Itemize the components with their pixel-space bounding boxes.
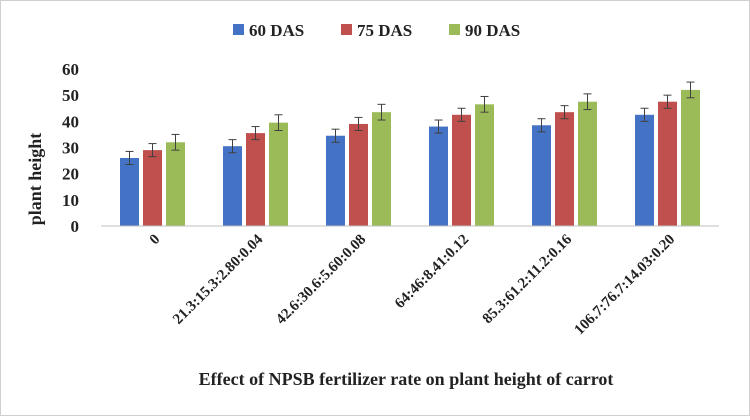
- legend-label: 75 DAS: [357, 21, 412, 40]
- y-tick-label: 50: [62, 86, 79, 105]
- bar: [555, 112, 574, 226]
- bar: [166, 142, 185, 226]
- y-tick-label: 60: [62, 60, 79, 79]
- bar: [635, 114, 654, 226]
- y-tick-label: 40: [62, 112, 79, 131]
- x-tick-label: 64:46:8.41:0.12: [392, 232, 472, 312]
- y-tick-label: 10: [62, 191, 79, 210]
- bar: [246, 133, 265, 226]
- legend-swatch: [341, 24, 352, 35]
- legend-swatch: [233, 24, 244, 35]
- bar: [372, 112, 391, 226]
- x-axis-label: Effect of NPSB fertilizer rate on plant …: [199, 369, 614, 389]
- bar: [349, 123, 368, 226]
- y-axis: 0 10 20 30 40 50 60: [62, 60, 79, 236]
- legend-label: 60 DAS: [249, 21, 304, 40]
- legend-swatch: [449, 24, 460, 35]
- bar: [681, 89, 700, 226]
- y-tick-label: 20: [62, 165, 79, 184]
- x-tick-label: 0: [147, 232, 164, 249]
- x-tick-label: 106.7:76.7:14.03:0.20: [572, 232, 679, 339]
- bar: [429, 126, 448, 226]
- legend: 60 DAS 75 DAS 90 DAS: [233, 21, 520, 40]
- bar: [326, 135, 345, 226]
- y-axis-label: plant height: [25, 133, 45, 226]
- bar: [269, 122, 288, 226]
- bar: [452, 114, 471, 226]
- bar: [532, 125, 551, 226]
- x-tick-label: 21.3:15.3:2.80:0.04: [170, 231, 267, 328]
- bar: [120, 157, 139, 226]
- x-tick-label: 85.3:61.2:11.2:0.16: [480, 231, 576, 327]
- x-axis: 0 21.3:15.3:2.80:0.04 42.6:30.6:5.60:0.08 6…: [101, 225, 719, 339]
- bar: [578, 101, 597, 226]
- bar: [143, 150, 162, 226]
- bar: [475, 104, 494, 226]
- bar: [658, 101, 677, 226]
- x-tick-label: 42.6:30.6:5.60:0.08: [273, 232, 369, 328]
- legend-label: 90 DAS: [465, 21, 520, 40]
- y-tick-label: 30: [62, 139, 79, 158]
- bars: [120, 81, 700, 226]
- y-tick-label: 0: [71, 217, 80, 236]
- bar: [223, 146, 242, 226]
